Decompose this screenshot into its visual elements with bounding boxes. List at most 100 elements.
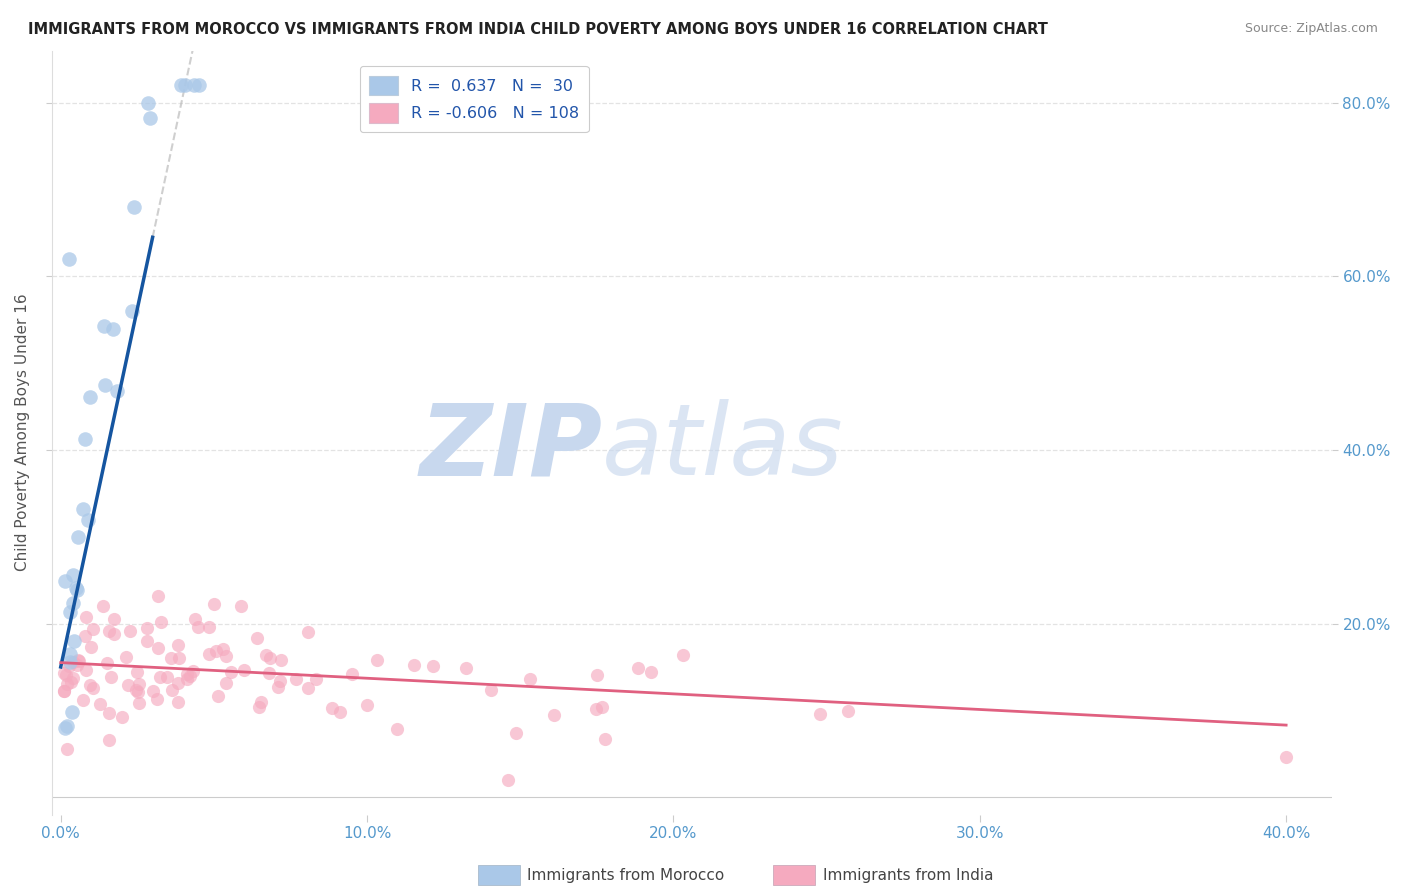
Text: Immigrants from Morocco: Immigrants from Morocco: [527, 868, 724, 882]
Point: [146, 692, 169, 706]
Point: [202, 598, 225, 612]
Point: [135, 633, 157, 648]
Point: [321, 701, 343, 715]
Point: [62, 596, 84, 610]
Point: [479, 683, 502, 698]
Point: [176, 672, 198, 686]
Point: [79, 390, 101, 404]
Point: [173, 78, 195, 93]
Point: [66, 582, 89, 597]
Point: [640, 665, 662, 679]
Point: [267, 680, 290, 694]
Point: [101, 322, 124, 336]
Point: [297, 681, 319, 695]
Point: [505, 726, 527, 740]
Point: [111, 710, 134, 724]
Point: [543, 708, 565, 723]
Point: [58, 659, 80, 673]
Point: [121, 304, 143, 318]
Point: [259, 650, 281, 665]
Point: [169, 651, 191, 665]
Point: [342, 667, 364, 681]
Text: atlas: atlas: [602, 400, 844, 496]
Point: [65, 581, 87, 595]
Point: [62, 671, 84, 685]
Point: [93, 318, 115, 333]
Point: [215, 649, 238, 664]
Point: [160, 651, 183, 665]
Point: [149, 615, 172, 629]
Point: [149, 670, 172, 684]
Point: [59, 674, 82, 689]
Point: [89, 697, 111, 711]
Point: [1275, 749, 1298, 764]
Point: [97, 706, 120, 720]
Point: [97, 732, 120, 747]
Text: Immigrants from India: Immigrants from India: [823, 868, 993, 882]
Point: [56, 741, 79, 756]
Point: [183, 78, 205, 93]
Point: [422, 659, 444, 673]
Point: [297, 625, 319, 640]
Point: [250, 695, 273, 709]
Point: [254, 648, 277, 663]
Point: [135, 621, 157, 635]
Point: [58, 252, 80, 266]
Point: [837, 704, 859, 718]
Point: [53, 721, 76, 735]
Point: [247, 699, 270, 714]
Y-axis label: Child Poverty Among Boys Under 16: Child Poverty Among Boys Under 16: [15, 293, 30, 572]
Point: [146, 641, 169, 656]
Point: [402, 658, 425, 673]
Point: [103, 611, 125, 625]
Point: [100, 671, 122, 685]
Point: [167, 639, 190, 653]
Point: [128, 697, 150, 711]
Text: Source: ZipAtlas.com: Source: ZipAtlas.com: [1244, 22, 1378, 36]
Point: [593, 731, 616, 746]
Point: [231, 599, 253, 613]
Point: [125, 665, 148, 679]
Point: [146, 589, 169, 603]
Point: [67, 652, 90, 666]
Point: [269, 674, 291, 689]
Point: [103, 627, 125, 641]
Point: [496, 772, 519, 787]
Point: [207, 690, 229, 704]
Point: [366, 652, 388, 666]
Point: [62, 655, 84, 669]
Point: [127, 684, 149, 698]
Point: [179, 669, 201, 683]
Point: [73, 629, 96, 643]
Point: [166, 695, 188, 709]
Point: [142, 683, 165, 698]
Point: [60, 705, 83, 719]
Point: [72, 692, 94, 706]
Point: [66, 658, 89, 673]
Legend: R =  0.637   N =  30, R = -0.606   N = 108: R = 0.637 N = 30, R = -0.606 N = 108: [360, 66, 589, 132]
Point: [62, 633, 84, 648]
Point: [55, 668, 77, 682]
Point: [96, 656, 118, 670]
Text: IMMIGRANTS FROM MOROCCO VS IMMIGRANTS FROM INDIA CHILD POVERTY AMONG BOYS UNDER : IMMIGRANTS FROM MOROCCO VS IMMIGRANTS FR…: [28, 22, 1047, 37]
Point: [305, 672, 328, 686]
Point: [75, 663, 97, 677]
Point: [586, 667, 609, 681]
Point: [198, 620, 221, 634]
Point: [118, 624, 141, 638]
Point: [232, 664, 254, 678]
Point: [284, 672, 307, 686]
Point: [128, 676, 150, 690]
Point: [156, 670, 179, 684]
Point: [176, 667, 198, 681]
Point: [181, 664, 204, 678]
Text: ZIP: ZIP: [419, 400, 602, 496]
Point: [93, 377, 115, 392]
Point: [56, 677, 79, 691]
Point: [122, 200, 145, 214]
Point: [184, 612, 207, 626]
Point: [627, 661, 650, 675]
Point: [52, 683, 75, 698]
Point: [76, 513, 98, 527]
Point: [356, 698, 378, 712]
